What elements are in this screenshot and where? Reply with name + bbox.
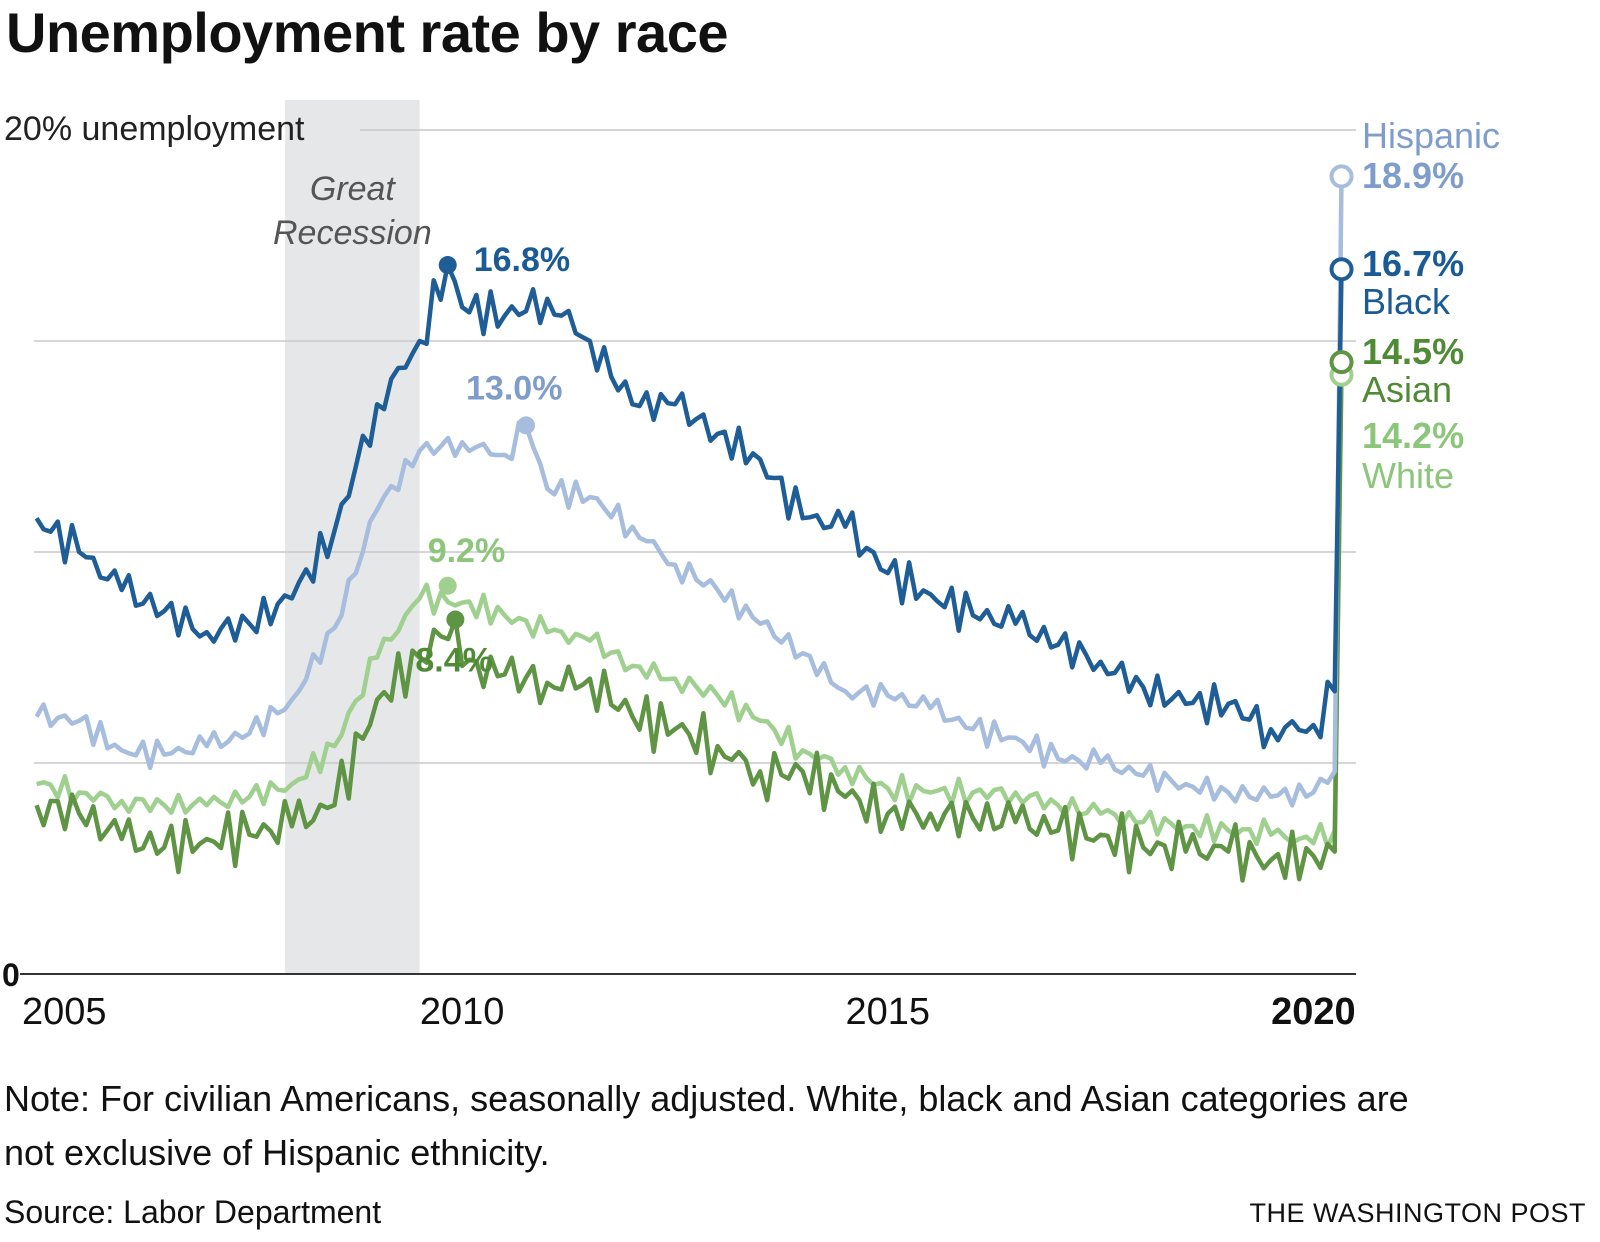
peak-label-asian: 8.4% [415,642,493,680]
y-axis-top-label: 20% unemployment [4,110,305,148]
series-line-white [36,374,1344,850]
peak-marker-black [438,256,457,275]
annotations-layer: 9.2% 8.4% 13.0% 16.8% [415,164,1354,680]
gridlines-layer: 20% unemployment [4,110,1356,764]
end-labels-layer: 14.2%White 14.5%Asian 18.9%Hispanic 16.7%Bl… [1362,115,1500,496]
series-name-white: White [1362,455,1454,496]
series-layer [34,176,1344,883]
end-value-hispanic: 18.9% [1362,155,1464,196]
end-value-black: 16.7% [1362,243,1464,284]
end-marker-hispanic [1329,164,1354,189]
recession-label-line2: Recession [273,214,432,252]
series-name-asian: Asian [1362,369,1452,410]
series-line-asian [34,362,1344,883]
series-line-hispanic [34,176,1344,808]
x-tick-label: 2005 [22,991,107,1033]
end-value-white: 14.2% [1362,415,1464,456]
recession-band-layer: Great Recession [273,100,432,974]
end-marker-asian [1329,350,1354,375]
chart-title: Unemployment rate by race [6,1,728,64]
peak-label-black: 16.8% [474,241,570,279]
publisher-credit: THE WASHINGTON POST [1249,1198,1586,1228]
x-tick-label: 2015 [846,991,931,1033]
peak-marker-hispanic [517,416,536,435]
peak-label-white: 9.2% [428,532,506,570]
end-value-asian: 14.5% [1362,331,1464,372]
series-line-black [34,262,1344,750]
peak-marker-white [438,576,457,595]
chart-source: Source: Labor Department [4,1194,382,1230]
series-name-black: Black [1362,281,1451,322]
y-axis-zero-label: 0 [2,957,20,993]
chart-note: Note: For civilian Americans, seasonally… [4,1078,1409,1173]
peak-label-hispanic: 13.0% [466,369,562,407]
recession-label-line1: Great [310,170,397,208]
peak-marker-asian [446,610,465,629]
series-name-hispanic: Hispanic [1362,115,1500,156]
x-tick-label: 2010 [420,991,505,1033]
x-tick-label: 2020 [1271,991,1356,1033]
end-marker-black [1329,257,1354,282]
